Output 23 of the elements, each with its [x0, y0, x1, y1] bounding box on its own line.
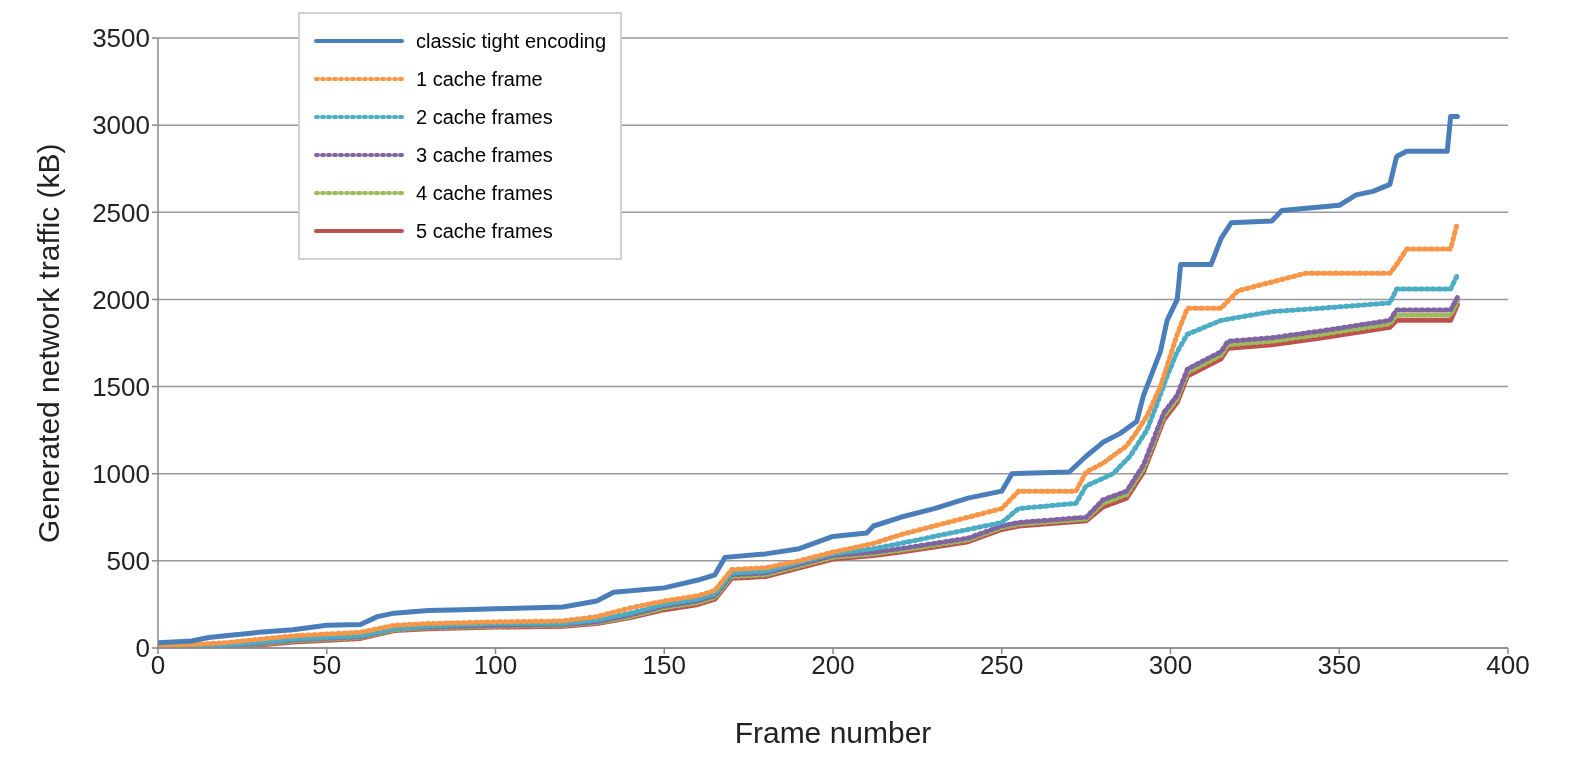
x-tick-label: 300: [1148, 650, 1193, 681]
y-tick-label: 3500: [92, 23, 150, 54]
x-axis-title: Frame number: [734, 716, 932, 749]
x-tick-label: 100: [473, 650, 518, 681]
x-tick-label: 200: [811, 650, 855, 681]
x-tick-label: 350: [1317, 650, 1361, 681]
legend-label: 5 cache frames: [416, 219, 553, 243]
x-tick-label: 250: [980, 650, 1024, 681]
legend-label: classic tight encoding: [416, 29, 607, 53]
x-tick-label: 150: [642, 650, 686, 681]
legend-label: 2 cache frames: [416, 105, 553, 129]
legend-label: 3 cache frames: [416, 143, 553, 167]
y-axis-title: Generated network traffic (kB): [31, 143, 65, 543]
x-tick-label: 400: [1486, 650, 1530, 681]
legend-label: 4 cache frames: [416, 181, 553, 205]
y-tick-label: 2500: [92, 197, 150, 228]
y-tick-label: 1500: [92, 371, 150, 402]
legend-label: 1 cache frame: [416, 67, 543, 91]
y-tick-label: 2000: [92, 284, 150, 315]
x-tick-label: 50: [312, 650, 342, 681]
y-tick-label: 500: [106, 546, 150, 577]
y-tick-label: 3000: [92, 110, 150, 141]
y-tick-label: 1000: [92, 458, 150, 489]
